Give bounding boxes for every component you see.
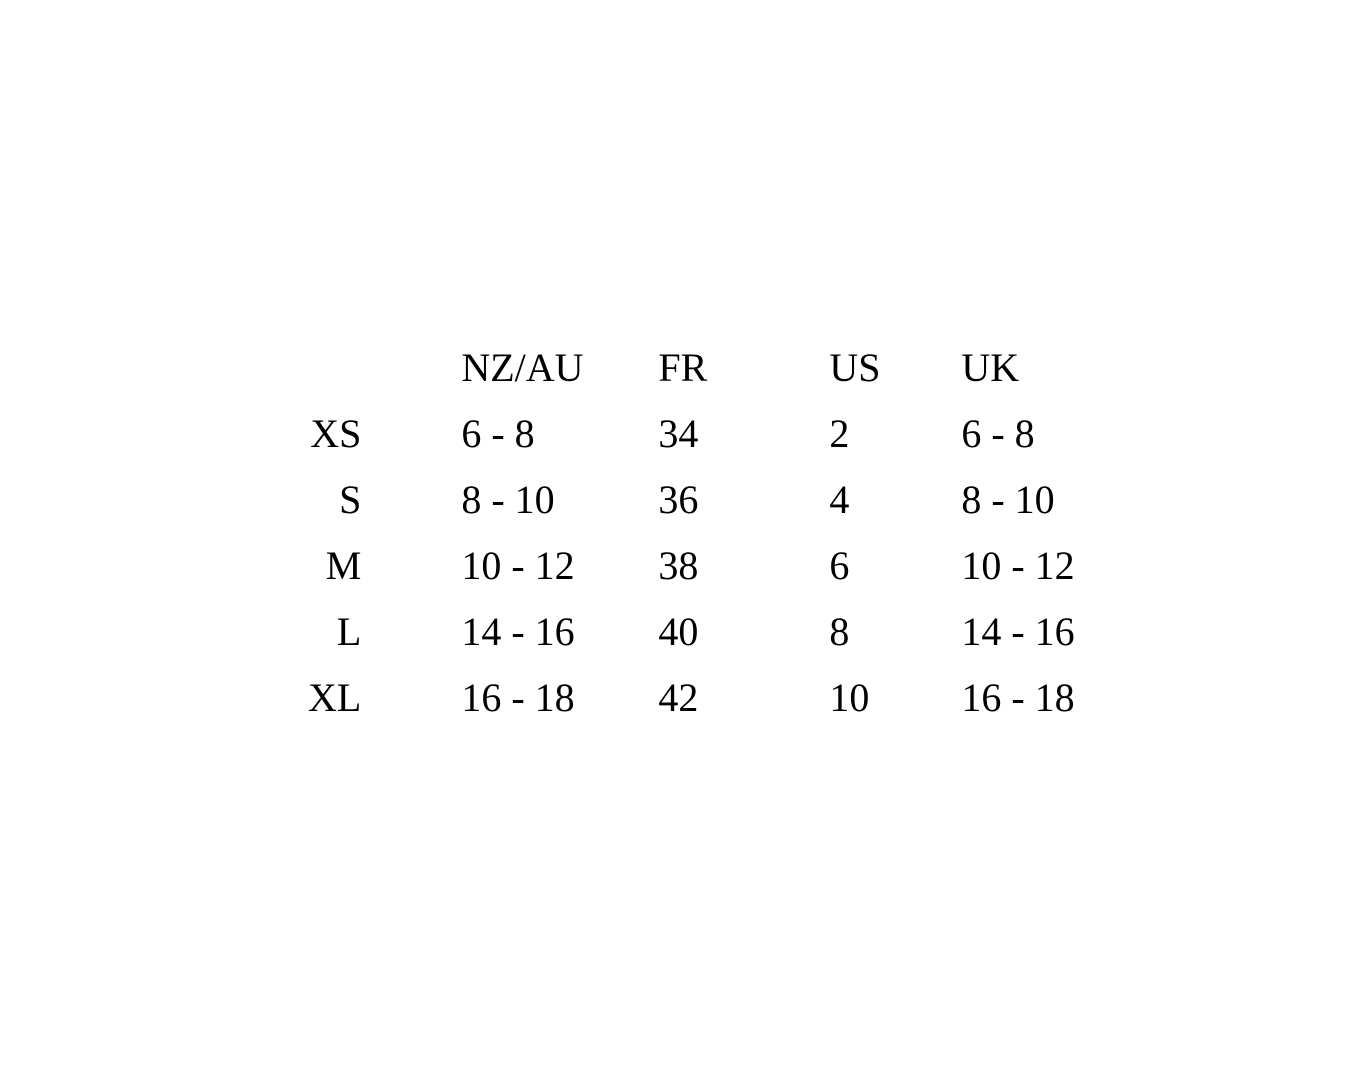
size-cell-xl-fr: 42 bbox=[658, 675, 699, 720]
header-cell-blank bbox=[308, 335, 461, 401]
size-cell-m-nz-au: 10 - 12 bbox=[461, 543, 575, 588]
row-label-m: M bbox=[325, 543, 362, 588]
header-row: NZ/AU FR US UK bbox=[308, 335, 1081, 401]
size-cell-l-uk: 14 - 16 bbox=[961, 609, 1075, 654]
size-cell-l-fr: 40 bbox=[658, 609, 699, 654]
size-cell-s-us: 4 bbox=[829, 477, 850, 522]
size-cell-l-nz-au: 14 - 16 bbox=[461, 609, 575, 654]
column-header-fr: FR bbox=[658, 345, 708, 390]
size-cell-xl-us: 10 bbox=[829, 675, 870, 720]
row-label-l: L bbox=[336, 609, 362, 654]
size-cell-m-uk: 10 - 12 bbox=[961, 543, 1075, 588]
column-header-uk: UK bbox=[961, 345, 1020, 390]
size-cell-m-fr: 38 bbox=[658, 543, 699, 588]
size-cell-l-us: 8 bbox=[829, 609, 850, 654]
column-header-us: US bbox=[829, 345, 881, 390]
row-label-xs: XS bbox=[310, 411, 362, 456]
row-label-xl: XL bbox=[308, 675, 362, 720]
table-row-m: M 10 - 12 38 6 10 - 12 bbox=[308, 533, 1081, 599]
size-cell-xs-us: 2 bbox=[829, 411, 850, 456]
row-label-s: S bbox=[339, 477, 362, 522]
table-row-l: L 14 - 16 40 8 14 - 16 bbox=[308, 599, 1081, 665]
table-row-s: S 8 - 10 36 4 8 - 10 bbox=[308, 467, 1081, 533]
size-cell-xs-uk: 6 - 8 bbox=[961, 411, 1035, 456]
size-cell-xs-fr: 34 bbox=[658, 411, 699, 456]
size-cell-m-us: 6 bbox=[829, 543, 850, 588]
table-row-xs: XS 6 - 8 34 2 6 - 8 bbox=[308, 401, 1081, 467]
size-cell-s-uk: 8 - 10 bbox=[961, 477, 1055, 522]
size-conversion-table: NZ/AU FR US UK XS 6 - 8 34 2 6 - 8 S 8 -… bbox=[308, 335, 1081, 731]
column-header-nz-au: NZ/AU bbox=[461, 345, 584, 390]
size-cell-s-fr: 36 bbox=[658, 477, 699, 522]
table-row-xl: XL 16 - 18 42 10 16 - 18 bbox=[308, 665, 1081, 731]
size-cell-xl-nz-au: 16 - 18 bbox=[461, 675, 575, 720]
size-cell-xs-nz-au: 6 - 8 bbox=[461, 411, 535, 456]
size-cell-xl-uk: 16 - 18 bbox=[961, 675, 1075, 720]
size-cell-s-nz-au: 8 - 10 bbox=[461, 477, 555, 522]
